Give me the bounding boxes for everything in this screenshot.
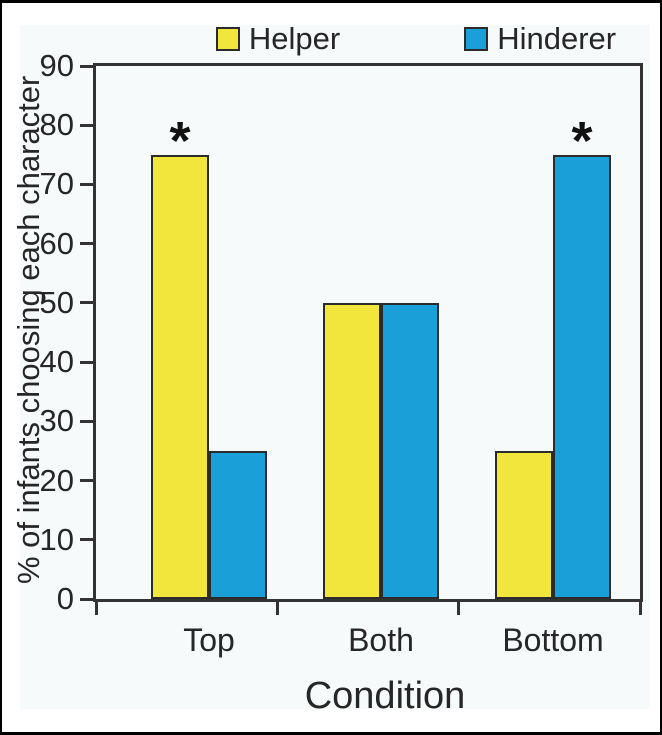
x-tick (457, 602, 461, 615)
bar-top-helper (151, 154, 209, 599)
y-tick (80, 242, 93, 246)
y-tick (80, 301, 93, 305)
y-tick-label: 30 (39, 403, 74, 439)
x-tick (94, 602, 98, 615)
bar-bottom-hinderer (553, 154, 611, 599)
significance-asterisk-top: * (169, 110, 191, 171)
y-tick (80, 64, 93, 68)
y-tick (80, 123, 93, 127)
y-tick (80, 419, 93, 423)
helper-swatch (215, 26, 240, 51)
bar-both-hinderer (381, 302, 439, 599)
category-label-bottom: Bottom (502, 622, 604, 658)
y-tick-label: 90 (39, 48, 74, 83)
category-label-both: Both (348, 622, 414, 658)
y-tick-label: 10 (39, 521, 74, 557)
x-tick (638, 602, 642, 615)
y-tick-label: 70 (39, 166, 74, 202)
x-axis-title: Condition (304, 675, 466, 717)
y-tick (80, 360, 93, 364)
y-tick (80, 597, 93, 601)
legend: Helper Hinderer (2, 23, 660, 54)
bar-top-hinderer (209, 450, 267, 599)
hinderer-swatch (464, 26, 489, 51)
y-tick-label: 0 (56, 581, 74, 616)
x-tick (275, 602, 279, 615)
y-axis-title: % of infants choosing each character (11, 75, 46, 584)
y-tick-label: 40 (39, 344, 74, 380)
legend-item-helper: Helper (215, 21, 341, 56)
y-tick-label: 20 (39, 462, 74, 498)
y-tick-label: 50 (39, 284, 74, 320)
y-tick (80, 182, 93, 186)
y-tick-label: 60 (39, 225, 74, 261)
y-tick (80, 538, 93, 542)
plot-area: 0 10 20 30 40 50 60 70 80 90 Top Both Bottom * * (40, 49, 643, 658)
category-label-top: Top (183, 622, 235, 658)
bar-both-helper (323, 302, 381, 599)
legend-label-helper: Helper (248, 21, 341, 56)
significance-asterisk-bottom: * (571, 110, 593, 171)
y-tick-label: 80 (39, 107, 74, 143)
legend-item-hinderer: Hinderer (464, 23, 616, 54)
bar-bottom-helper (495, 450, 553, 599)
y-tick (80, 479, 93, 483)
legend-label-hinderer: Hinderer (497, 21, 617, 56)
